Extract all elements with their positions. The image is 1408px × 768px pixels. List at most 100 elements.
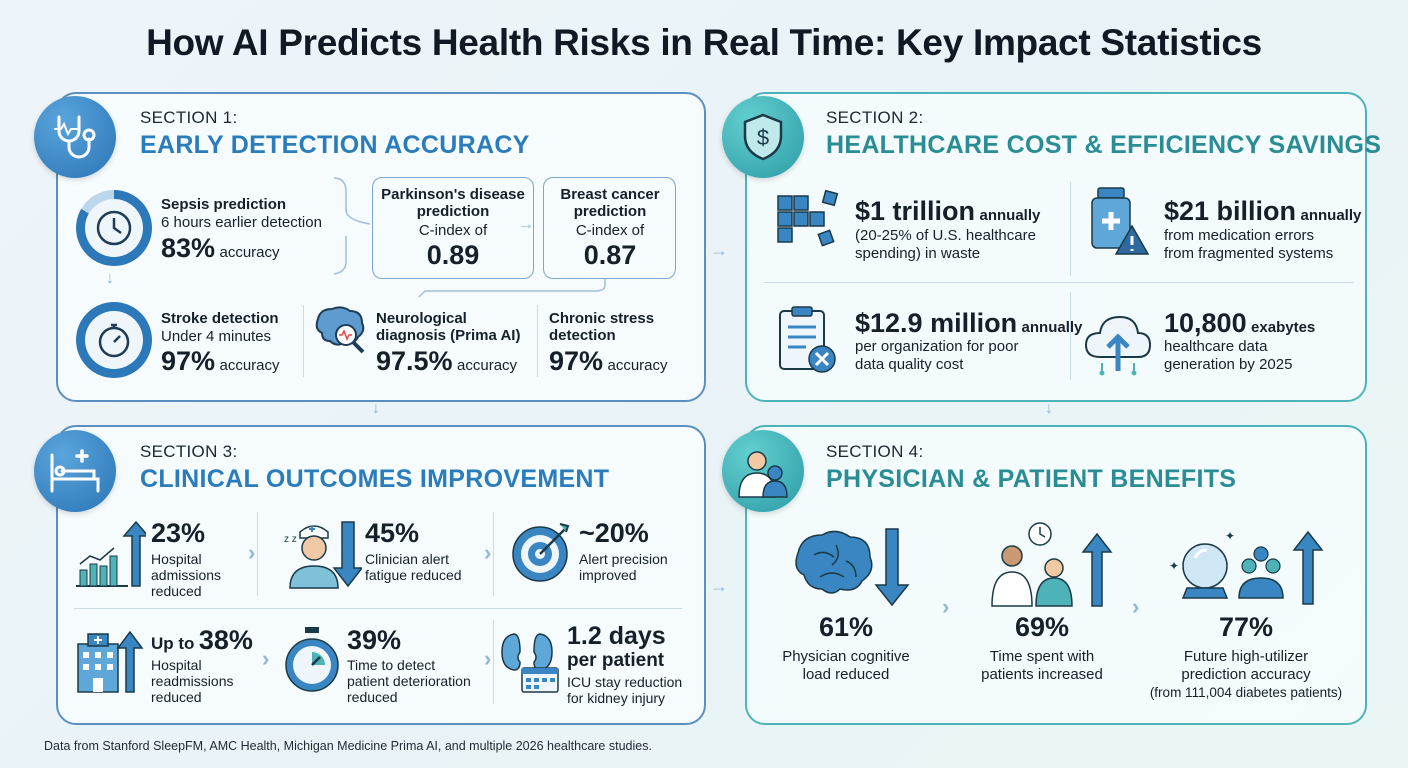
parkinsons-value: 0.89 [426,240,480,270]
divider [493,620,494,704]
precision-line-2: improved [579,567,637,583]
cognitive-line-2: load reduced [802,666,890,683]
timer-icon [285,627,339,692]
arrow-down-icon: ↓ [106,270,114,287]
data-unit: exabytes [1251,319,1316,336]
divider [1070,182,1071,276]
future-line-2: prediction accuracy [1181,666,1311,683]
divider [493,512,494,596]
page-title: How AI Predicts Health Risks in Real Tim… [146,22,1262,63]
section-2-kicker: SECTION 2: [826,108,924,127]
puzzle-icon [777,189,839,247]
admissions-line-2: admissions [151,567,222,583]
stethoscope-icon [34,96,116,178]
future-line-3: (from 111,004 diabetes patients) [1149,685,1343,700]
data-value: 10,800 [1164,308,1247,338]
sepsis-unit: accuracy [219,244,280,261]
bar-chart-up-icon [76,520,146,587]
icu-value: 1.2 days [567,622,666,650]
arrow-right-icon: → [710,576,728,596]
fatigue-line-2: fatigue reduced [365,567,462,583]
svg-text:✦: ✦ [1225,529,1235,543]
admissions-line-3: reduced [151,583,202,599]
section-4-title: PHYSICIAN & PATIENT BENEFITS [826,465,1237,493]
readmissions-line-3: reduced [151,689,202,705]
sepsis-title: Sepsis prediction [161,196,287,213]
chevron-right-icon: › [484,646,492,671]
svg-text:z z: z z [284,534,297,545]
arrow-down-icon: ↓ [372,400,380,417]
data-stat: 10,800 exabytes [1164,308,1315,339]
stroke-stat: 97% accuracy [161,346,280,377]
sepsis-stat: 83% accuracy [161,233,280,264]
kidney-calendar-icon [501,633,559,693]
connector-line [418,279,606,298]
readmissions-stat: Up to 38% [151,625,253,656]
doctor-patient-icon [722,430,804,512]
waste-desc-1: (20-25% of U.S. healthcare [855,227,1036,244]
deterioration-value: 39% [347,625,402,655]
medication-stat: $21 billion annually [1164,196,1361,227]
section-1-panel [56,92,706,402]
fatigue-value: 45% [365,518,420,548]
arrow-right-icon: → [710,240,728,260]
chevron-right-icon: › [484,540,492,565]
icu-line-2: for kidney injury [567,690,666,706]
section-3-panel [56,425,706,725]
clipboard-x-icon [779,306,836,373]
neuro-unit: accuracy [457,357,518,374]
stroke-unit: accuracy [219,357,280,374]
section-2-title: HEALTHCARE COST & EFFICIENCY SAVINGS [826,131,1382,159]
doctor-clock-icon [991,522,1113,607]
divider [764,282,1354,283]
waste-unit: annually [979,207,1041,224]
readmissions-prefix: Up to [151,634,195,653]
divider [303,305,304,377]
stress-title: Chronic stress detection [549,310,655,344]
cognitive-line-1: Physician cognitive [782,648,910,665]
precision-value: ~20% [579,518,649,548]
arrow-down-icon: ↓ [1045,400,1053,417]
icu-line-1: ICU stay reduction [567,674,683,690]
neuro-value: 97.5% [376,346,453,376]
shield-dollar-icon: $ [722,96,804,178]
breast-sub: C-index of [575,222,645,239]
parkinsons-card [372,177,534,279]
medication-unit: annually [1300,207,1362,224]
chevron-right-icon: › [942,594,950,619]
breast-title: Breast cancer prediction [560,186,660,220]
deterioration-line-3: reduced [347,689,398,705]
neuro-stat: 97.5% accuracy [376,346,517,377]
section-2-panel [745,92,1367,402]
svg-text:✦: ✦ [1169,559,1179,573]
connector-bracket [333,177,371,275]
future-value: 77% [1218,612,1274,642]
section-4-kicker: SECTION 4: [826,442,924,461]
time-value: 69% [1014,612,1070,642]
quality-stat: $12.9 million annually [855,308,1082,339]
target-icon [512,523,570,582]
arrow-right-icon: → [518,216,534,233]
clock-icon [76,190,152,266]
nurse-icon: z z [284,521,362,589]
hospital-building-icon [77,630,144,693]
chevron-right-icon: › [1132,594,1140,619]
section-1-title: EARLY DETECTION ACCURACY [140,131,530,159]
quality-desc-2: data quality cost [855,356,964,373]
medication-desc-2: from fragmented systems [1164,245,1334,262]
data-desc-1: healthcare data [1164,338,1268,355]
brain-down-icon [795,528,910,607]
hospital-bed-icon [34,430,116,512]
medication-value: $21 billion [1164,196,1297,226]
cloud-upload-icon [1084,315,1152,376]
waste-value: $1 trillion [855,196,976,226]
time-line-1: Time spent with [989,648,1095,665]
readmissions-line-1: Hospital [151,657,202,673]
divider [257,512,258,596]
future-line-1: Future high-utilizer [1183,648,1309,665]
section-3-kicker: SECTION 3: [140,442,238,461]
stroke-value: 97% [161,346,216,376]
stroke-title: Stroke detection [161,310,279,327]
precision-line-1: Alert precision [579,551,668,567]
fatigue-line-1: Clinician alert [365,551,450,567]
